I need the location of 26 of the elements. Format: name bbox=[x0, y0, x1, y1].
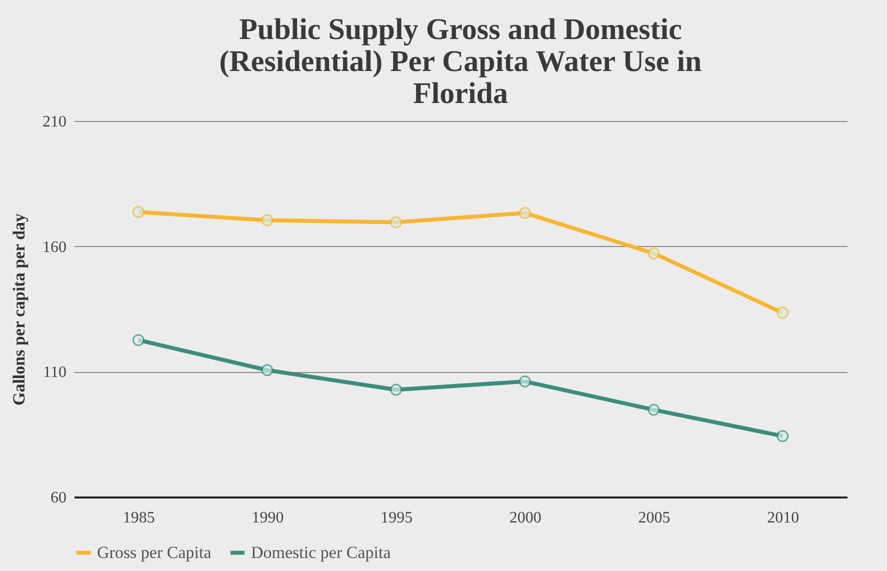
point bbox=[132, 334, 144, 346]
x-tick-label: 1985 bbox=[122, 510, 155, 526]
chart-title: Public Supply Gross and Domestic (Residential) Per Capita Water Use in Florida bbox=[219, 13, 702, 110]
point bbox=[390, 384, 402, 396]
point bbox=[648, 247, 660, 260]
point bbox=[518, 207, 531, 219]
x-tick-label: 1990 bbox=[252, 510, 284, 526]
x-tick-label: 1995 bbox=[380, 510, 413, 526]
point bbox=[261, 214, 274, 226]
point bbox=[776, 306, 789, 319]
y-tick-label: 60 bbox=[50, 490, 66, 506]
x-tick-label: 2005 bbox=[638, 510, 670, 526]
point bbox=[518, 375, 531, 388]
y-axis-title: Gallons per capita per day bbox=[10, 212, 28, 406]
x-tick-label: 2000 bbox=[509, 510, 542, 526]
point bbox=[390, 216, 402, 228]
y-tick-label: 210 bbox=[42, 114, 66, 130]
y-tick-label: 160 bbox=[42, 238, 66, 256]
legend-label: Gross per Capita bbox=[97, 542, 212, 562]
point bbox=[261, 364, 274, 376]
point bbox=[648, 404, 660, 416]
point bbox=[776, 430, 789, 442]
y-tick-label: 110 bbox=[43, 364, 66, 382]
x-tick-label: 2010 bbox=[767, 510, 800, 526]
legend-label: Domestic per Capita bbox=[251, 542, 392, 562]
point bbox=[132, 206, 144, 218]
